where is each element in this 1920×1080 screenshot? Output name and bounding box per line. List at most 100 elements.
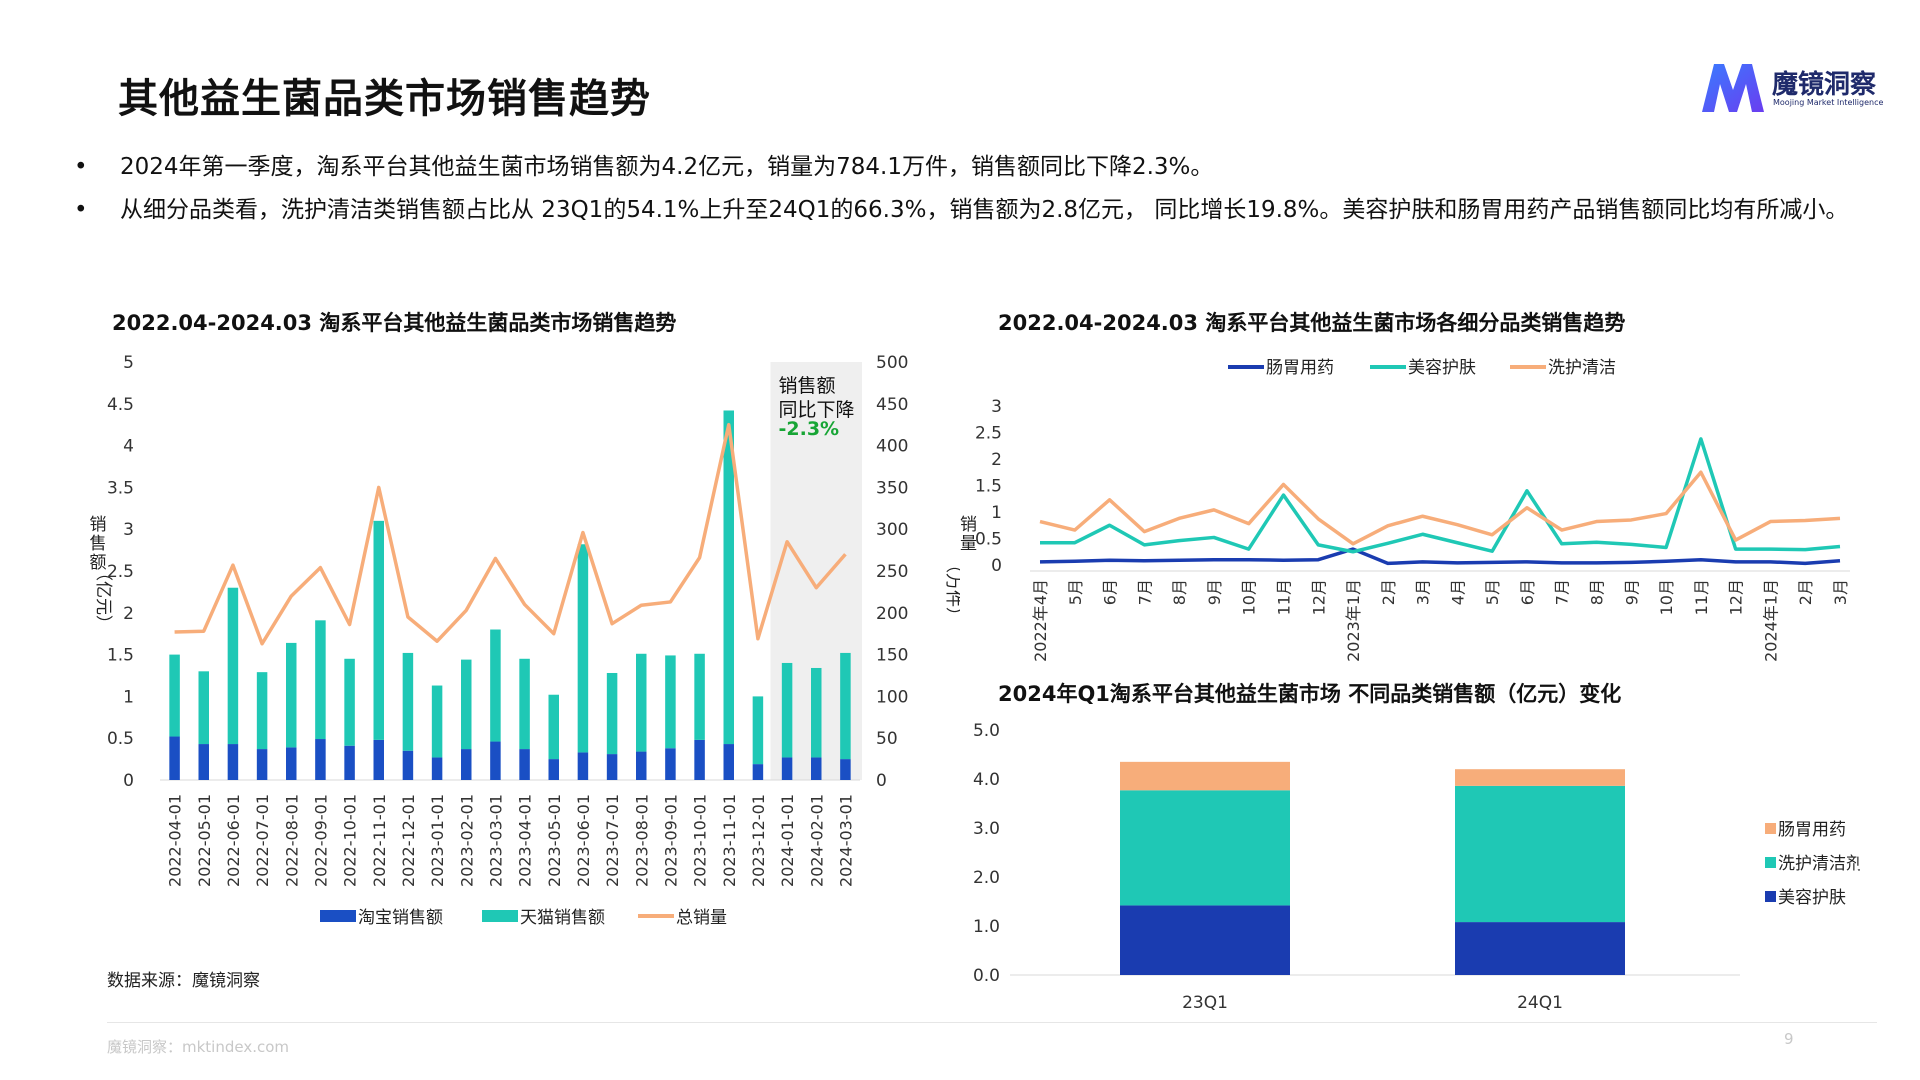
bar-taobao [169, 736, 180, 780]
bar-taobao [665, 748, 676, 780]
bullet-dot-icon: • [74, 154, 88, 180]
bar-taobao [752, 764, 764, 780]
x-tick-label: 3月 [1414, 579, 1433, 605]
y-axis-label-unit: （亿元） [93, 564, 113, 632]
chart3-title: 2024年Q1淘系平台其他益生菌市场 不同品类销售额（亿元）变化 [998, 682, 1622, 706]
x-tick-label: 2022-06-01 [224, 794, 243, 887]
legend-label: 肠胃用药 [1266, 358, 1334, 378]
y-axis-label-char: 售 [90, 534, 107, 554]
bar-tmall [461, 659, 472, 750]
y2-tick-label: 500 [876, 353, 908, 373]
logo-subtitle: Moojing Market Intelligence [1773, 98, 1884, 107]
bar-taobao [606, 754, 618, 780]
y2-tick-label: 400 [876, 437, 908, 457]
bullet-item: • 从细分品类看，洗护清洁类销售额占比从 23Q1的54.1%上升至24Q1的66… [70, 193, 1850, 228]
x-tick-label: 24Q1 [1517, 993, 1563, 1013]
bar-tmall [198, 671, 209, 745]
x-tick-label: 2022年4月 [1031, 579, 1050, 662]
bar-taobao [198, 744, 209, 780]
y-tick-label: 1.0 [973, 917, 1000, 937]
legend-label: 美容护肤 [1408, 358, 1476, 378]
y2-tick-label: 50 [876, 729, 898, 749]
x-tick-label: 2022-12-01 [399, 794, 418, 887]
stacked-bar-segment [1120, 761, 1290, 791]
annotation-value: -2.3% [779, 418, 840, 440]
chart2-title: 2022.04-2024.03 淘系平台其他益生菌市场各细分品类销售趋势 [998, 311, 1626, 335]
y-tick-label: 0 [991, 556, 1002, 576]
x-tick-label: 2022-07-01 [253, 794, 272, 887]
x-tick-label: 2023-12-01 [749, 794, 768, 887]
footer-text: 魔镜洞察：mktindex.com [107, 1038, 290, 1056]
y-tick-label: 0.5 [107, 729, 134, 749]
bar-tmall [752, 696, 764, 765]
logo-m-icon [1702, 64, 1764, 112]
y-axis-label-char: 销 [960, 515, 977, 535]
legend-label: 总销量 [676, 908, 727, 928]
x-tick-label: 9月 [1622, 579, 1641, 605]
y2-tick-label: 300 [876, 520, 908, 540]
data-source: 数据来源：魔镜洞察 [107, 971, 260, 991]
x-tick-label: 2023-05-01 [545, 794, 564, 887]
y2-tick-label: 450 [876, 395, 908, 415]
x-tick-label: 4月 [1448, 579, 1467, 605]
stacked-bar-segment [1120, 905, 1290, 975]
bar-tmall [431, 685, 443, 758]
bar-taobao [256, 749, 268, 780]
chart1-title: 2022.04-2024.03 淘系平台其他益生菌品类市场销售趋势 [112, 311, 677, 335]
y-tick-label: 5.0 [973, 721, 1000, 741]
y2-tick-label: 100 [876, 687, 908, 707]
legend-swatch [1765, 857, 1776, 868]
page-title: 其他益生菌品类市场销售趋势 [118, 76, 651, 122]
x-tick-label: 11月 [1274, 579, 1293, 615]
x-tick-label: 2024-02-01 [807, 794, 826, 887]
line-series [1040, 437, 1841, 554]
legend-swatch [1765, 823, 1776, 834]
bullet-dot-icon: • [74, 197, 88, 223]
stacked-bar-segment [1455, 785, 1625, 923]
bar-tmall [811, 667, 822, 758]
x-tick-label: 5月 [1483, 579, 1502, 605]
y2-tick-label: 250 [876, 562, 908, 582]
line-series [1039, 470, 1841, 546]
legend-swatch [320, 910, 356, 922]
x-tick-label: 2022-10-01 [341, 794, 360, 887]
y-axis-label-char: 额 [90, 553, 107, 573]
bar-taobao [431, 757, 443, 780]
bar-taobao [373, 739, 384, 780]
legend-label: 洗护清洁 [1548, 358, 1616, 378]
y-tick-label: 2.5 [975, 424, 1002, 444]
bar-taobao [694, 739, 705, 780]
bullet-text: 从细分品类看，洗护清洁类销售额占比从 23Q1的54.1%上升至24Q1的66.… [120, 197, 1849, 223]
x-tick-label: 12月 [1727, 579, 1746, 615]
x-tick-label: 5月 [1066, 579, 1085, 605]
y-tick-label: 5 [123, 353, 134, 373]
y-tick-label: 4.0 [973, 770, 1000, 790]
bar-tmall [606, 672, 618, 755]
legend-label: 美容护肤 [1778, 888, 1846, 908]
footer-divider [107, 1022, 1877, 1023]
bar-taobao [548, 759, 559, 780]
annotation-label-line1: 销售额 [779, 375, 836, 397]
x-tick-label: 2023-08-01 [632, 794, 651, 887]
y-tick-label: 0.0 [973, 966, 1000, 986]
y2-tick-label: 200 [876, 604, 908, 624]
y2-tick-label: 350 [876, 478, 908, 498]
x-tick-label: 2024-03-01 [836, 794, 855, 887]
x-tick-label: 2024年1月 [1761, 579, 1780, 662]
bar-taobao [723, 744, 734, 780]
bar-taobao [227, 744, 239, 780]
x-tick-label: 2022-05-01 [195, 794, 214, 887]
x-tick-label: 7月 [1553, 579, 1572, 605]
bar-tmall [315, 620, 326, 740]
x-tick-label: 2023-06-01 [574, 794, 593, 887]
y-tick-label: 4.5 [107, 395, 134, 415]
legend-label: 淘宝销售额 [358, 908, 443, 928]
y-tick-label: 2.0 [973, 868, 1000, 888]
legend-label: 肠胃用药 [1778, 820, 1846, 840]
x-tick-label: 2023-07-01 [603, 794, 622, 887]
y2-tick-label: 0 [876, 771, 887, 791]
x-tick-label: 3月 [1831, 579, 1850, 605]
annotation-label-line2: 同比下降 [779, 399, 855, 421]
x-tick-label: 2023-09-01 [661, 794, 680, 887]
stacked-bar-segment [1120, 790, 1290, 906]
